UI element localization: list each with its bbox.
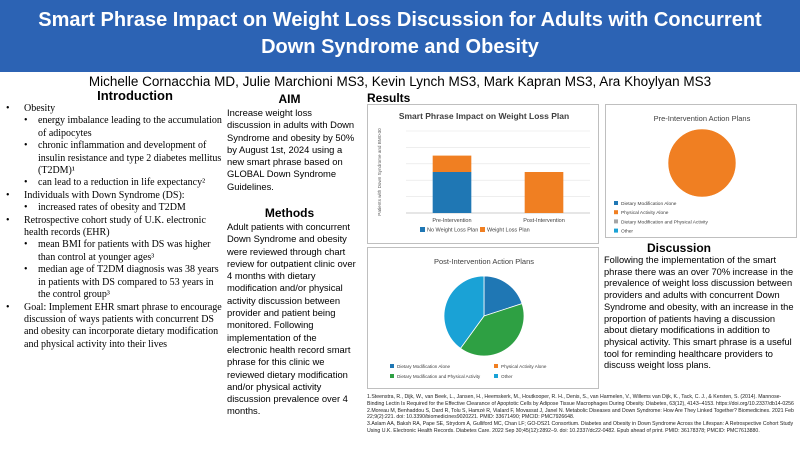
legend-label: No Weight Loss Plan	[427, 228, 478, 234]
legend-swatch	[494, 374, 498, 378]
poster-title-line-1: Smart Phrase Impact on Weight Loss Discu…	[38, 9, 762, 31]
reference-item: 3.Aslam AA, Baksh RA, Pape SE, Strydom A…	[367, 421, 794, 434]
introduction-list: Obesityenergy imbalance leading to the a…	[4, 103, 222, 351]
legend-label: Other	[621, 229, 633, 235]
legend-swatch	[480, 227, 485, 232]
pie-chart-pre-intervention: Pre-Intervention Action Plans Dietary Mod…	[614, 114, 751, 235]
legend-swatch	[420, 227, 425, 232]
poster-title-banner: Smart Phrase Impact on Weight Loss Discu…	[0, 0, 800, 72]
intro-sub-bullet: energy imbalance leading to the accumula…	[4, 115, 222, 140]
intro-bullet: Retrospective cohort study of U.K. elect…	[4, 215, 222, 240]
reference-item: 1.Steenstra, R., Dijk, W., van Beek, L.,…	[367, 394, 794, 407]
legend-label: Dietary Modification Alone	[621, 201, 677, 207]
legend-label: Dietary Modification and Physical Activi…	[397, 374, 481, 379]
legend-swatch	[494, 364, 498, 368]
chart-title: Smart Phrase Impact on Weight Loss Plan	[399, 111, 569, 121]
intro-sub-bullet: increased rates of obesity and T2DM	[4, 202, 222, 215]
legend-swatch	[614, 228, 618, 233]
legend-swatch	[390, 374, 394, 378]
author-list: Michelle Cornacchia MD, Julie Marchioni …	[88, 74, 712, 89]
intro-sub-bullet: median age of T2DM diagnosis was 38 year…	[4, 264, 222, 301]
post-intervention-pie-panel: Post-Intervention Action Plans Dietary Mo…	[367, 247, 599, 389]
chart-title: Post-Intervention Action Plans	[434, 257, 534, 266]
legend-label: Other	[501, 374, 513, 379]
pre-intervention-pie-panel: Pre-Intervention Action Plans Dietary Mod…	[605, 104, 797, 238]
methods-heading: Methods	[264, 206, 315, 220]
pie-slice-dietary-modification-alone	[483, 275, 523, 317]
legend-swatch	[390, 364, 394, 368]
methods-text: Adult patients with concurrent Down Synd…	[227, 221, 356, 417]
pie-slice-physical-activity-alone	[667, 128, 737, 198]
x-tick-label: Pre-Intervention	[432, 218, 471, 224]
legend-swatch	[614, 201, 618, 205]
y-axis-label: Patients with Down Syndrome and BMI>30	[377, 128, 382, 216]
chart-title: Pre-Intervention Action Plans	[654, 114, 751, 123]
legend-label: Dietary Modification and Physical Activi…	[621, 219, 709, 225]
pie-slice-other	[443, 275, 485, 349]
legend-swatch	[614, 210, 618, 215]
legend-label: Weight Loss Plan	[487, 228, 530, 234]
aim-heading: AIM	[278, 92, 301, 106]
introduction-heading: Introduction	[97, 88, 173, 103]
discussion-text: Following the implementation of the smar…	[604, 255, 794, 371]
intro-sub-bullet: can lead to a reduction in life expectan…	[4, 177, 222, 190]
bar-weight-loss-plan	[432, 155, 472, 172]
pie-slice-dietary-modification-and-physical-activity	[459, 303, 525, 357]
poster-title-line-2: Down Syndrome and Obesity	[261, 36, 539, 58]
legend-swatch	[614, 219, 618, 224]
bar-weight-loss-plan	[524, 172, 564, 213]
intro-sub-bullet: chronic inflammation and development of …	[4, 140, 222, 177]
bar-chart-panel: Smart Phrase Impact on Weight Loss Plan P…	[367, 104, 599, 244]
intro-bullet: Goal: Implement EHR smart phrase to enco…	[4, 302, 222, 352]
x-tick-label: Post-Intervention	[523, 218, 565, 224]
results-heading: Results	[367, 91, 411, 105]
bar-chart-weight-loss-plan: Smart Phrase Impact on Weight Loss Plan P…	[377, 111, 590, 234]
legend-label: Physical Activity Alone	[621, 210, 669, 216]
reference-item: 2.Moreau M, Benhaddou S, Dard R, Tolu S,…	[367, 407, 794, 421]
bar-no-weight-loss-plan	[432, 172, 472, 213]
discussion-heading: Discussion	[646, 241, 712, 255]
pie-chart-post-intervention: Post-Intervention Action Plans Dietary Mo…	[390, 257, 547, 379]
references: 1.Steenstra, R., Dijk, W., van Beek, L.,…	[367, 394, 797, 435]
legend-label: Dietary Modification Alone	[397, 364, 451, 369]
intro-bullet: Individuals with Down Syndrome (DS):	[4, 190, 222, 203]
legend-label: Physical Activity Alone	[501, 364, 547, 369]
intro-sub-bullet: mean BMI for patients with DS was higher…	[4, 239, 222, 264]
intro-bullet: Obesity	[4, 103, 222, 116]
aim-text: Increase weight loss discussion in adult…	[227, 107, 355, 192]
